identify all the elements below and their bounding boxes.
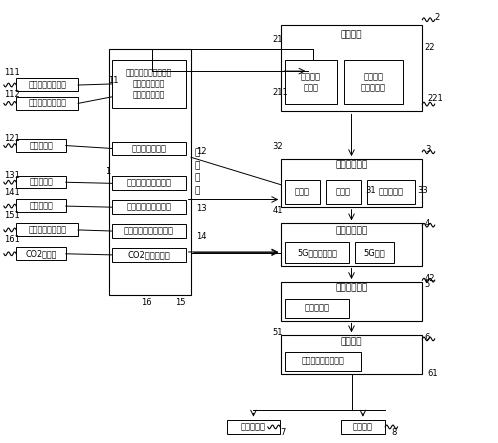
Text: 控制器: 控制器: [336, 187, 351, 196]
FancyBboxPatch shape: [285, 299, 349, 318]
Text: 风速风向仪: 风速风向仪: [29, 141, 53, 150]
Text: 31: 31: [366, 186, 376, 195]
Text: 151: 151: [4, 211, 19, 220]
Text: 计算机终端: 计算机终端: [241, 423, 266, 431]
Text: 161: 161: [4, 235, 20, 244]
FancyBboxPatch shape: [113, 248, 186, 262]
Text: 141: 141: [4, 188, 19, 197]
Text: 4: 4: [425, 219, 430, 228]
FancyBboxPatch shape: [367, 180, 415, 204]
Text: 土壤温湿度传感器: 土壤温湿度传感器: [28, 99, 66, 108]
FancyBboxPatch shape: [113, 60, 186, 108]
Text: 221: 221: [427, 94, 443, 103]
FancyBboxPatch shape: [113, 176, 186, 190]
Text: 3: 3: [425, 145, 430, 155]
Text: 云台服务器: 云台服务器: [304, 303, 329, 313]
Text: 51: 51: [273, 328, 283, 337]
Text: 14: 14: [196, 232, 207, 241]
FancyBboxPatch shape: [16, 199, 66, 212]
Text: 5G信号发射天线: 5G信号发射天线: [297, 248, 337, 257]
FancyBboxPatch shape: [110, 49, 191, 295]
FancyBboxPatch shape: [285, 242, 349, 263]
FancyBboxPatch shape: [281, 223, 422, 265]
FancyBboxPatch shape: [281, 159, 422, 207]
FancyBboxPatch shape: [344, 60, 402, 104]
Text: 131: 131: [4, 171, 20, 180]
Text: 13: 13: [196, 204, 207, 213]
FancyBboxPatch shape: [281, 335, 422, 374]
FancyBboxPatch shape: [16, 139, 66, 152]
Text: 喷灌泵: 喷灌泵: [295, 187, 310, 196]
Text: 22: 22: [425, 43, 435, 52]
Text: 反馈单元: 反馈单元: [341, 337, 362, 346]
Text: 8: 8: [391, 428, 397, 437]
FancyBboxPatch shape: [113, 224, 186, 238]
Text: 111: 111: [4, 68, 19, 78]
FancyBboxPatch shape: [16, 247, 66, 260]
Text: 121: 121: [4, 135, 19, 144]
Text: 数据上传单元: 数据上传单元: [335, 226, 368, 235]
FancyBboxPatch shape: [281, 25, 422, 112]
Text: 2: 2: [435, 13, 440, 23]
Text: 环境温湿度检测子单元
空气温湿度检测
土壤温湿度检测: 环境温湿度检测子单元 空气温湿度检测 土壤温湿度检测: [126, 68, 172, 100]
Text: 112: 112: [4, 90, 19, 99]
FancyBboxPatch shape: [16, 175, 66, 188]
Text: 32: 32: [273, 142, 283, 151]
FancyBboxPatch shape: [16, 223, 78, 236]
FancyBboxPatch shape: [16, 78, 78, 91]
Text: 土壤酸碱度传感器: 土壤酸碱度传感器: [28, 225, 66, 234]
Text: 61: 61: [427, 369, 438, 378]
Text: 雨量强度检测子单元: 雨量强度检测子单元: [126, 203, 171, 212]
FancyBboxPatch shape: [285, 180, 320, 204]
Text: 无线供电
光伏板: 无线供电 光伏板: [301, 72, 321, 92]
Text: 数据储存单元: 数据储存单元: [335, 284, 368, 293]
Text: 211: 211: [273, 88, 288, 97]
Text: 15: 15: [175, 298, 185, 307]
Text: 21: 21: [273, 35, 283, 44]
Text: 有线供电
公用线供电: 有线供电 公用线供电: [361, 72, 386, 92]
Text: 空气温湿度传感器: 空气温湿度传感器: [28, 80, 66, 89]
Text: 11: 11: [108, 76, 119, 85]
Text: 6: 6: [425, 333, 430, 342]
Text: 5: 5: [425, 280, 430, 289]
Text: 供电单元: 供电单元: [341, 30, 362, 39]
Text: 1: 1: [106, 167, 111, 176]
Text: 光照传感器: 光照传感器: [29, 178, 53, 187]
Text: 移动终端: 移动终端: [353, 423, 373, 431]
FancyBboxPatch shape: [285, 352, 362, 371]
Text: 33: 33: [417, 186, 428, 195]
Text: 16: 16: [141, 298, 152, 307]
FancyBboxPatch shape: [285, 60, 337, 104]
FancyBboxPatch shape: [227, 420, 280, 434]
Text: 5G基站: 5G基站: [364, 248, 385, 257]
Text: 风力检测子单元: 风力检测子单元: [131, 144, 166, 153]
Text: 41: 41: [273, 206, 283, 215]
FancyBboxPatch shape: [355, 242, 393, 263]
Text: 7: 7: [280, 428, 285, 437]
Text: 土壤酸碱度检测子单元: 土壤酸碱度检测子单元: [124, 226, 174, 236]
FancyBboxPatch shape: [113, 141, 186, 155]
FancyBboxPatch shape: [326, 180, 362, 204]
Text: 监
测
单
元: 监 测 单 元: [194, 149, 200, 195]
FancyBboxPatch shape: [281, 282, 422, 321]
FancyBboxPatch shape: [113, 200, 186, 214]
Text: 自动喷洒器: 自动喷洒器: [378, 187, 403, 196]
Text: 光照强度检测子单元: 光照强度检测子单元: [126, 179, 171, 188]
FancyBboxPatch shape: [341, 420, 385, 434]
Text: CO2检测子单元: CO2检测子单元: [127, 250, 170, 260]
Text: 数据图表生成子单元: 数据图表生成子单元: [302, 357, 345, 366]
Text: 自动控制单元: 自动控制单元: [335, 160, 368, 169]
Text: 12: 12: [196, 147, 207, 155]
FancyBboxPatch shape: [16, 97, 78, 109]
Text: CO2传感器: CO2传感器: [25, 249, 57, 258]
Text: 42: 42: [425, 274, 435, 283]
Text: 雨量传感器: 雨量传感器: [29, 202, 53, 210]
